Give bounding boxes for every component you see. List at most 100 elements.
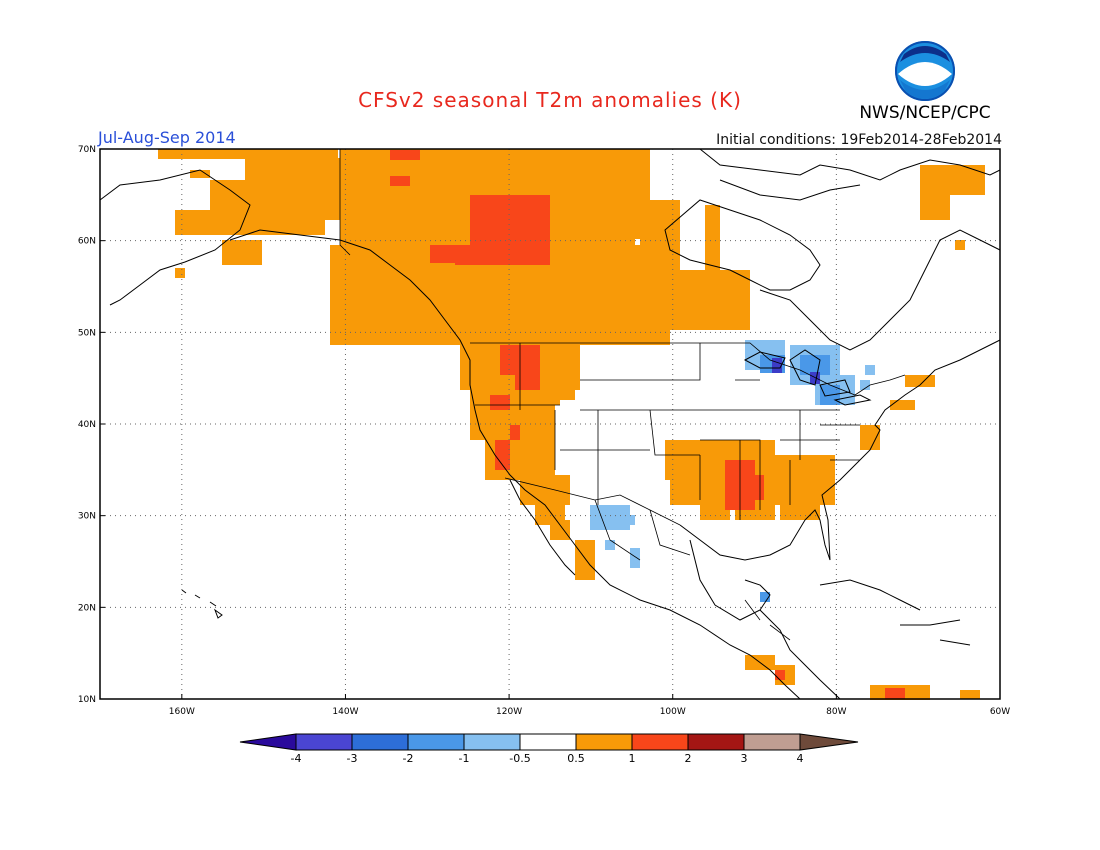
colorbar-label: -2 (403, 752, 414, 765)
anomaly-cells (158, 149, 985, 700)
anomaly-cell (640, 200, 680, 280)
border-line (339, 149, 351, 256)
anomaly-cell (752, 475, 764, 500)
anomaly-cell (760, 592, 770, 602)
coastline (699, 148, 1001, 181)
lon-tick-label: 140W (332, 707, 358, 717)
border-line (504, 477, 681, 526)
colorbar-label: -0.5 (509, 752, 530, 765)
map-title: CFSv2 seasonal T2m anomalies (K) (358, 88, 742, 112)
political-borders (339, 149, 906, 641)
anomaly-cell (545, 380, 575, 400)
anomaly-cell (470, 195, 550, 265)
anomaly-cell (920, 195, 950, 220)
colorbar-label: 2 (685, 752, 692, 765)
coastline (819, 579, 971, 646)
anomaly-cell (705, 205, 720, 275)
anomaly-cell (222, 240, 262, 265)
agency-label: NWS/NCEP/CPC (859, 103, 991, 123)
colorbar-high-arrow (799, 733, 859, 751)
anomaly-cell (815, 465, 835, 485)
initial-conditions: Initial conditions: 19Feb2014-28Feb2014 (716, 132, 1002, 148)
noaa-logo (895, 41, 955, 101)
coastline (679, 339, 1001, 561)
anomaly-cell (885, 688, 905, 699)
coastline (689, 539, 841, 700)
anomaly-cell (665, 270, 750, 330)
colorbar-segment (519, 733, 577, 751)
anomaly-cell (605, 540, 615, 550)
anomaly-cell (865, 365, 875, 375)
border-line (744, 599, 791, 641)
longitude-labels: 160W 140W 120W 100W 80W 60W (169, 694, 1010, 717)
coastline (664, 199, 821, 291)
colorbar-label: -1 (459, 752, 470, 765)
anomaly-cell (510, 425, 520, 440)
colorbar-segment (407, 733, 465, 751)
border-line (475, 343, 860, 520)
colorbar-label: 3 (741, 752, 748, 765)
anomaly-cell (490, 395, 510, 410)
season-label: Jul-Aug-Sep 2014 (98, 128, 236, 147)
anomaly-cell (860, 380, 870, 390)
lat-tick-label: 20N (78, 603, 96, 613)
anomaly-cell (390, 176, 410, 186)
anomaly-cell (495, 440, 510, 470)
colorbar-label: -4 (291, 752, 302, 765)
border-line (594, 499, 691, 561)
anomaly-cell (515, 370, 540, 390)
anomaly-cell (158, 149, 338, 159)
anomaly-cell (455, 255, 475, 265)
colorbar-segment (631, 733, 689, 751)
colorbar-segment (463, 733, 521, 751)
coastline (181, 589, 223, 619)
lon-tick-label: 60W (990, 707, 1010, 717)
anomaly-cell (890, 400, 915, 410)
coastline (719, 179, 861, 201)
coastline (759, 229, 1001, 351)
anomaly-cell (175, 210, 325, 235)
lat-tick-label: 40N (78, 420, 96, 430)
colorbar-low-arrow (239, 733, 297, 751)
anomaly-cell (775, 670, 785, 680)
coastline (743, 349, 872, 406)
lat-lon-gridlines (100, 149, 1000, 699)
anomaly-cell (625, 515, 635, 525)
colorbar-label: 4 (797, 752, 804, 765)
lon-tick-label: 120W (496, 707, 522, 717)
anomaly-cell (190, 170, 210, 178)
coastlines (99, 148, 1001, 700)
latitude-labels: 70N 60N 50N 40N 30N 20N 10N (78, 145, 105, 705)
anomaly-cell (810, 372, 820, 384)
coastline (99, 169, 801, 700)
lat-tick-label: 10N (78, 695, 96, 705)
anomaly-cell (590, 505, 630, 530)
colorbar-label: 0.5 (567, 752, 585, 765)
colorbar-segment (743, 733, 801, 751)
anomaly-cell (550, 520, 570, 540)
lat-tick-label: 30N (78, 512, 96, 522)
lon-tick-label: 160W (169, 707, 195, 717)
anomaly-cell (860, 425, 880, 450)
lon-tick-label: 100W (660, 707, 686, 717)
lat-tick-label: 60N (78, 237, 96, 247)
anomaly-cell (825, 490, 835, 500)
lon-tick-label: 80W (826, 707, 846, 717)
anomaly-cell (575, 540, 595, 580)
anomaly-cell (390, 150, 420, 160)
anomaly-cell (800, 355, 830, 375)
colorbar-segment (351, 733, 409, 751)
anomaly-cell (175, 268, 185, 278)
lat-tick-label: 50N (78, 328, 96, 338)
colorbar-label: -3 (347, 752, 358, 765)
colorbar-segment (575, 733, 633, 751)
colorbar-segment (295, 733, 353, 751)
anomaly-cell (630, 548, 640, 568)
colorbar-segment (687, 733, 745, 751)
border-line (470, 342, 906, 396)
anomaly-cell (700, 500, 730, 520)
anomaly-cell (960, 690, 980, 699)
anomaly-cell (772, 358, 782, 373)
